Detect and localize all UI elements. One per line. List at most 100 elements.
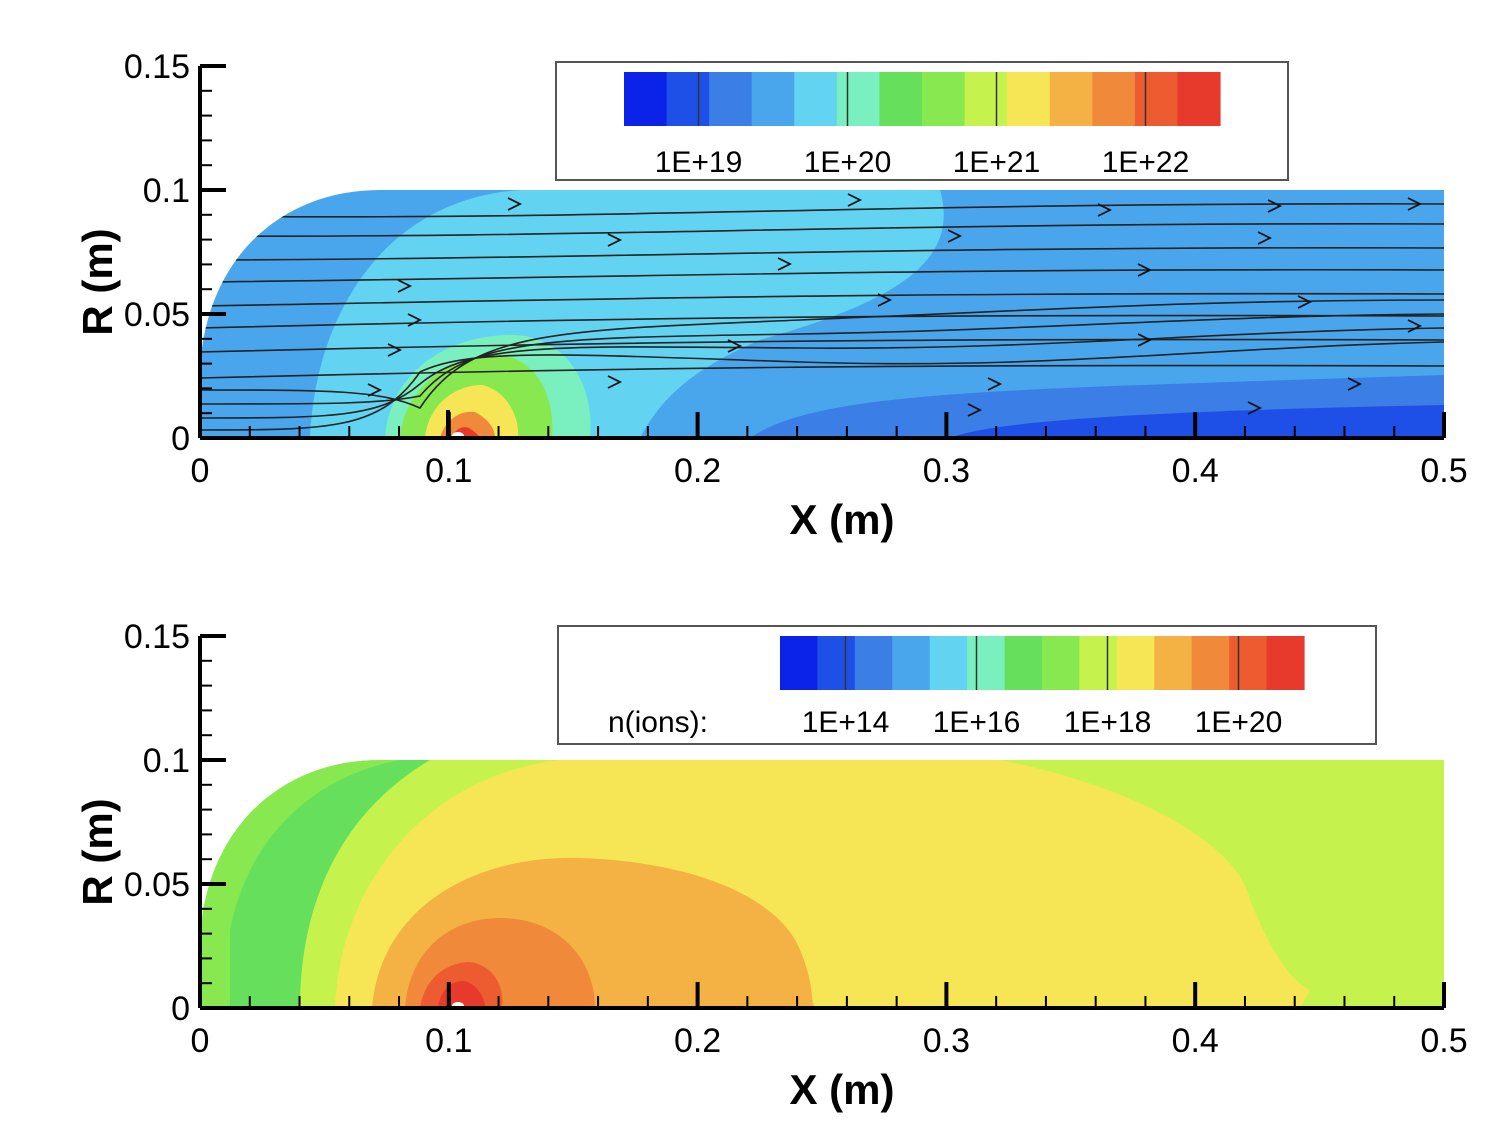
contour-band-peak-core [440, 411, 495, 438]
legend-swatch [1134, 72, 1179, 126]
x-tick-label: 0.5 [1420, 1022, 1467, 1060]
legend-swatch [879, 72, 923, 126]
streamline-arrow [1097, 203, 1113, 217]
streamline-arrow [1267, 199, 1283, 213]
legend-swatch [1154, 636, 1193, 690]
legend-tick-label: 1E+19 [655, 146, 743, 179]
axes-top: 0 0.1 0.2 0.3 0.4 0.5 0 0.05 0.1 0.15 X (m) R (m) [74, 48, 1468, 543]
x-tick-label: 0 [191, 1022, 210, 1060]
streamline [200, 268, 1444, 283]
legend-swatch [892, 636, 931, 690]
streamline-arrow [397, 279, 413, 293]
x-tick-label: 0.5 [1420, 452, 1467, 490]
streamline-arrow [387, 343, 403, 357]
y-tick-label: 0.15 [124, 618, 190, 656]
streamline-arrow [407, 313, 423, 327]
x-tick-label: 0.2 [674, 1022, 721, 1060]
legend-bottom: 1E+14 1E+16 1E+18 1E+20 n(ions): [557, 625, 1377, 745]
streamline-arrow [367, 383, 383, 397]
streamline [200, 246, 1444, 261]
x-tick-label: 0.1 [425, 452, 472, 490]
y-tick-label: 0 [171, 990, 190, 1028]
y-tick-label: 0.1 [143, 742, 190, 780]
contour-field-bottom [200, 760, 1444, 1008]
streamline-arrow [1247, 401, 1263, 415]
contour-field-top [200, 190, 1444, 438]
legend-swatch [1116, 636, 1155, 690]
legend-tick-label: 1E+21 [953, 146, 1041, 179]
legend-tick-label: 1E+14 [802, 706, 890, 739]
legend-tick-label: 1E+18 [1064, 706, 1152, 739]
legend-swatch [751, 72, 795, 126]
legend-swatch [794, 72, 838, 126]
legend-top: 1E+19 1E+20 1E+21 1E+22 [555, 61, 1289, 181]
streamline-arrow [1407, 197, 1423, 211]
legend-title: n(ions): [608, 706, 708, 739]
x-tick-label: 0.4 [1172, 1022, 1219, 1060]
legend-swatch [964, 72, 1008, 126]
streamlines [200, 193, 1444, 431]
streamline-arrow [1407, 319, 1423, 333]
streamline [200, 299, 1444, 410]
legend-swatch [1266, 636, 1305, 690]
legend-swatch [780, 636, 819, 690]
streamline [200, 327, 1444, 419]
plot-neutral-density: 0 0.1 0.2 0.3 0.4 0.5 0 0.05 0.1 0.15 X (m) R (m) 1… [74, 48, 1468, 543]
streamline-arrow [877, 293, 893, 307]
x-tick-label: 0.3 [923, 1022, 970, 1060]
streamline [200, 203, 1444, 218]
streamline-arrow [847, 193, 863, 207]
legend-swatch [624, 72, 668, 126]
legend-tick-label: 1E+20 [1195, 706, 1283, 739]
x-axis-title: X (m) [790, 496, 895, 543]
x-tick-label: 0.4 [1172, 452, 1219, 490]
axes-bottom: 0 0.1 0.2 0.3 0.4 0.5 0 0.05 0.1 0.15 X (m) R (m) [74, 618, 1468, 1113]
streamline-arrow [607, 375, 623, 389]
legend-swatch [709, 72, 753, 126]
streamline-arrow [967, 403, 983, 417]
streamline [200, 314, 1444, 329]
legend-tick-label: 1E+22 [1102, 146, 1190, 179]
x-tick-label: 0.1 [425, 1022, 472, 1060]
y-axis-title: R (m) [74, 228, 121, 335]
legend-swatch [666, 72, 710, 126]
legend-swatch [1004, 636, 1043, 690]
legend-swatch [854, 636, 893, 690]
legend-swatch [1177, 72, 1221, 126]
streamline-arrow [507, 197, 523, 211]
x-tick-label: 0.3 [923, 452, 970, 490]
y-tick-label: 0.1 [143, 172, 190, 210]
streamline-arrow [607, 233, 623, 247]
streamline-arrow [777, 257, 793, 271]
legend-swatch [967, 636, 1006, 690]
legend-swatch [929, 636, 968, 690]
legend-swatch [1079, 636, 1118, 690]
streamline-arrow [987, 377, 1003, 391]
legend-tick-label: 1E+20 [804, 146, 892, 179]
y-tick-label: 0.05 [124, 296, 190, 334]
y-axis-title: R (m) [74, 798, 121, 905]
legend-tick-label: 1E+16 [933, 706, 1021, 739]
streamline-arrow [1297, 295, 1313, 309]
legend-swatch [1049, 72, 1093, 126]
legend-swatch [1229, 636, 1268, 690]
legend-swatch [1007, 72, 1051, 126]
legend-swatch [1191, 636, 1230, 690]
x-tick-label: 0 [191, 452, 210, 490]
y-tick-label: 0.05 [124, 866, 190, 904]
streamline [200, 223, 1444, 237]
streamline [200, 292, 1444, 307]
contour-band-outer [230, 760, 430, 1008]
streamline [200, 364, 1444, 379]
streamline [200, 313, 1444, 405]
streamline-arrow [1347, 377, 1363, 391]
streamline [200, 341, 1444, 431]
streamline-arrow [947, 229, 963, 243]
legend-swatch [817, 636, 856, 690]
streamline-arrow [727, 339, 743, 353]
legend-swatch [1092, 72, 1136, 126]
legend-swatch [922, 72, 966, 126]
y-tick-label: 0 [171, 420, 190, 458]
streamline-arrow [1257, 231, 1273, 245]
